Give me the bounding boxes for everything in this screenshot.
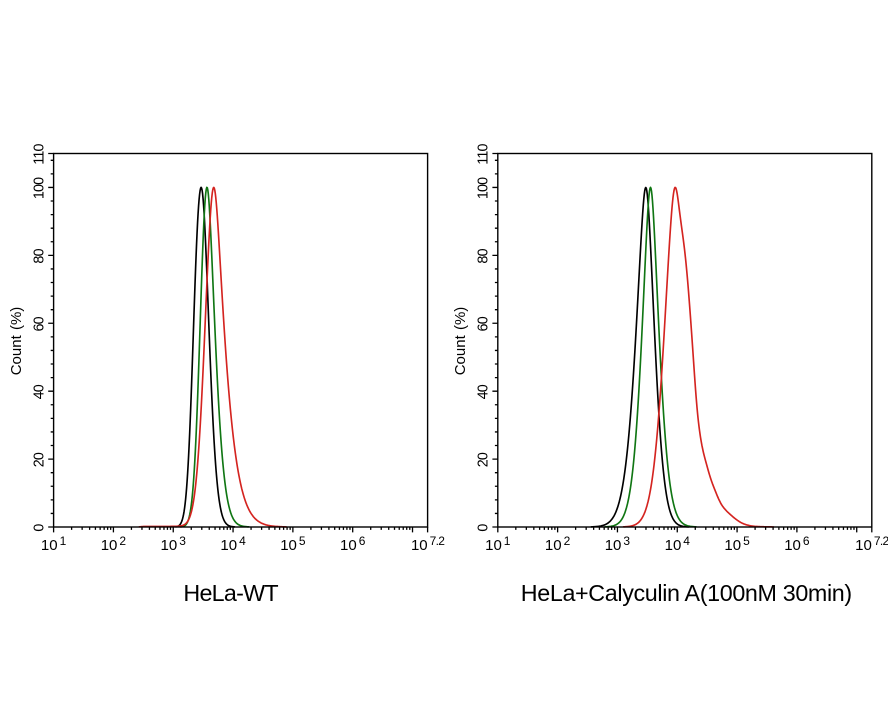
svg-text:103: 10 3 [161,534,187,554]
svg-text:106: 10 6 [340,534,366,554]
svg-text:60: 60 [31,316,47,331]
svg-text:107.2: 10 7.2 [411,534,445,554]
svg-text:20: 20 [31,452,47,467]
svg-text:100: 100 [31,177,47,199]
svg-text:103: 10 3 [605,534,631,554]
svg-text:0: 0 [476,524,492,532]
svg-text:102: 10 2 [101,534,127,554]
svg-text:0: 0 [31,524,47,532]
svg-text:40: 40 [31,384,47,399]
svg-text:104: 10 4 [220,534,246,554]
svg-text:Count(%): Count(%) [8,307,25,376]
svg-text:104: 10 4 [665,534,691,554]
svg-text:110: 110 [476,143,492,164]
svg-text:HeLa-WT: HeLa-WT [183,580,278,606]
svg-text:101: 10 1 [41,534,67,554]
svg-text:107.2: 10 7.2 [855,534,888,554]
svg-text:101: 10 1 [485,534,511,554]
svg-text:80: 80 [31,248,47,263]
svg-text:80: 80 [476,248,492,263]
svg-text:60: 60 [476,316,492,331]
svg-text:110: 110 [31,143,47,164]
svg-text:105: 10 5 [724,534,750,554]
svg-text:Count(%): Count(%) [452,307,469,376]
svg-text:40: 40 [476,384,492,399]
svg-text:102: 10 2 [545,534,571,554]
svg-text:100: 100 [476,177,492,199]
svg-text:105: 10 5 [280,534,306,554]
svg-text:106: 10 6 [784,534,810,554]
svg-text:HeLa+Calyculin A(100nM 30min): HeLa+Calyculin A(100nM 30min) [521,580,852,606]
svg-text:20: 20 [476,452,492,467]
